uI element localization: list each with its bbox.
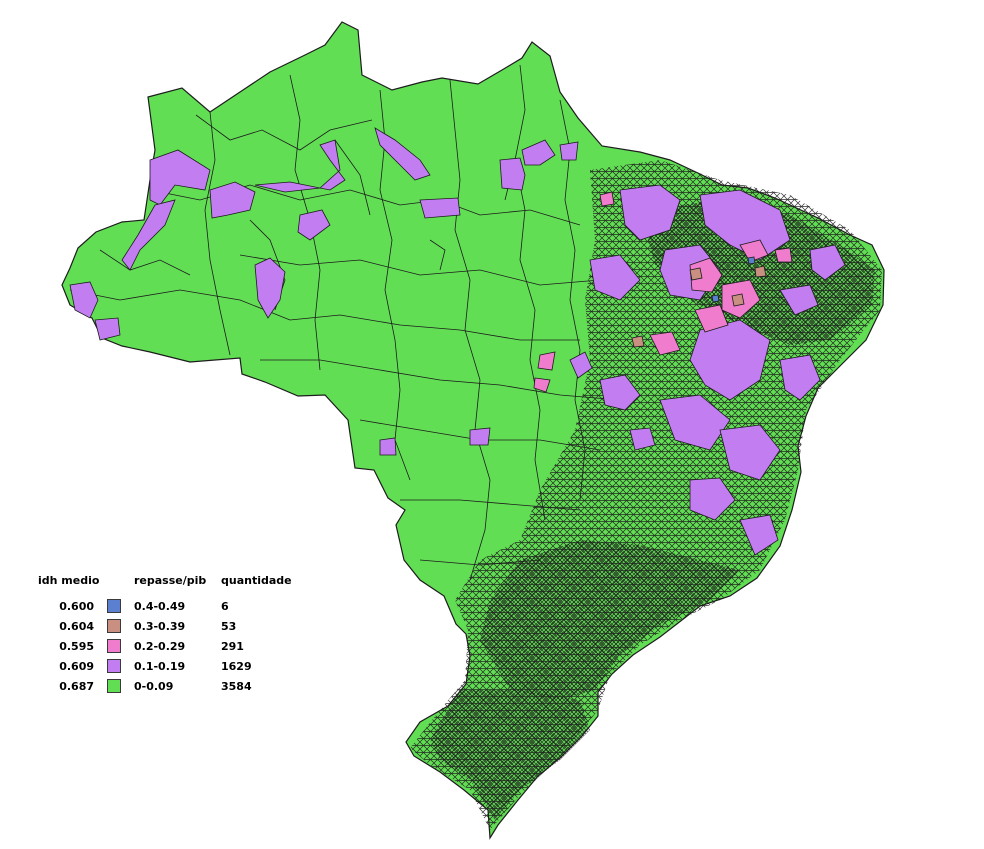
legend-idh-value: 0.604 (59, 620, 94, 633)
legend-swatch-pink (107, 639, 121, 653)
legend-quantity: 3584 (221, 680, 252, 693)
legend-range: 0.2-0.29 (134, 640, 186, 653)
dense-municipality-grid (410, 160, 882, 830)
legend-header-quantity: quantidade (221, 574, 292, 587)
legend-row: 0.687 0-0.09 3584 (38, 679, 318, 696)
legend-row: 0.609 0.1-0.19 1629 (38, 659, 318, 676)
legend-swatch-green (107, 679, 121, 693)
legend-quantity: 53 (221, 620, 237, 633)
legend-range: 0.3-0.39 (134, 620, 186, 633)
legend-header-range: repasse/pib (134, 574, 207, 587)
legend-swatch-brown (107, 619, 121, 633)
brown-regions (631, 265, 767, 348)
legend-row: 0.604 0.3-0.39 53 (38, 619, 318, 636)
legend-idh-value: 0.609 (59, 660, 94, 673)
legend-range: 0.4-0.49 (134, 600, 186, 613)
pink-regions (533, 191, 793, 393)
legend-range: 0.1-0.19 (134, 660, 186, 673)
legend-quantity: 1629 (221, 660, 252, 673)
legend-idh-value: 0.600 (59, 600, 94, 613)
legend-idh-value: 0.595 (59, 640, 94, 653)
blue-regions (711, 256, 756, 303)
legend-row: 0.600 0.4-0.49 6 (38, 599, 318, 616)
legend-swatch-blue (107, 599, 121, 613)
purple-regions (69, 127, 846, 556)
legend-row: 0.595 0.2-0.29 291 (38, 639, 318, 656)
municipality-borders (69, 64, 621, 581)
legend-idh-value: 0.687 (59, 680, 94, 693)
legend-swatch-purple (107, 659, 121, 673)
legend-range: 0-0.09 (134, 680, 174, 693)
legend-header-idh: idh medio (38, 574, 100, 587)
legend-quantity: 6 (221, 600, 229, 613)
legend-quantity: 291 (221, 640, 244, 653)
